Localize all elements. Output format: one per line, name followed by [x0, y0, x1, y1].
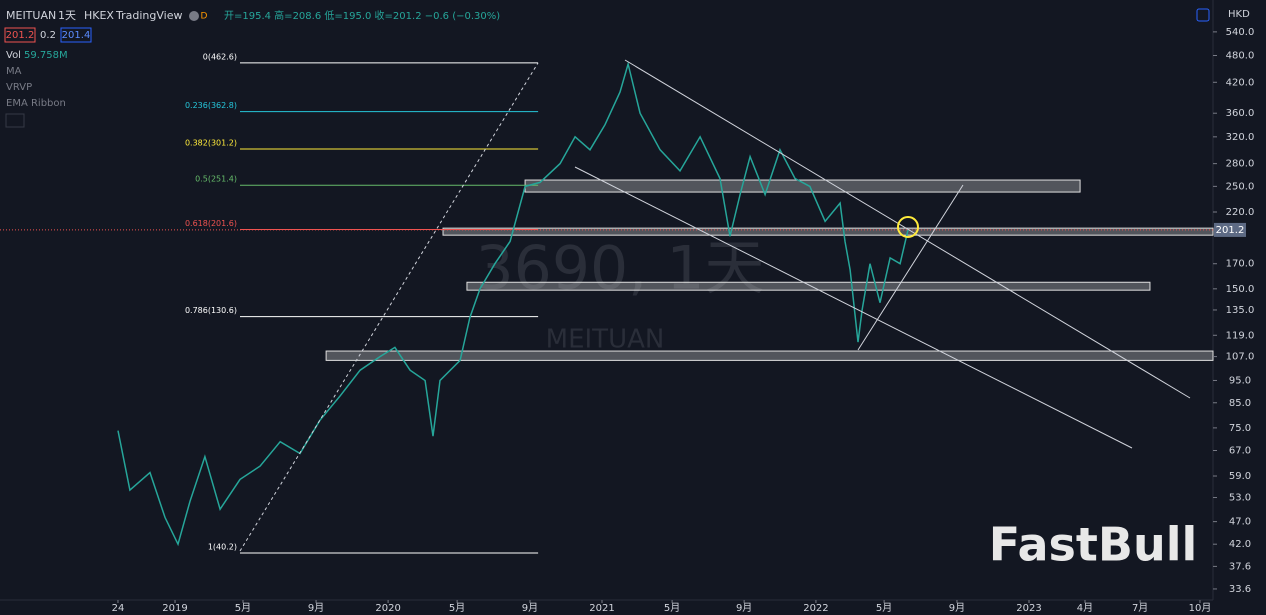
y-tick-label: 135.0	[1226, 305, 1255, 316]
y-tick-label: 119.0	[1226, 330, 1255, 341]
y-tick-label: 150.0	[1226, 284, 1255, 295]
y-tick-label: 280.0	[1226, 159, 1255, 170]
y-tick-label: 67.0	[1229, 446, 1251, 457]
indicator[interactable]: VRVP	[6, 82, 32, 93]
spread: 0.2	[40, 30, 56, 41]
x-tick-label: 2023	[1016, 603, 1041, 614]
currency[interactable]: HKD	[1228, 9, 1250, 20]
brand: FastBull	[989, 518, 1197, 572]
x-tick-label: 9月	[736, 602, 752, 614]
status-dot	[189, 11, 199, 21]
highlight-circle	[897, 216, 919, 238]
exchange: HKEX	[84, 9, 114, 22]
watermark-sub: MEITUAN	[546, 325, 665, 355]
y-tick-label: 59.0	[1229, 471, 1251, 482]
fib-label: 0.236(362.8)	[185, 101, 237, 110]
settings-icon[interactable]	[1196, 8, 1210, 22]
y-tick-label: 33.6	[1229, 584, 1251, 595]
trend-line	[574, 166, 1133, 449]
trend-line	[857, 184, 964, 351]
x-tick-label: 5月	[235, 602, 251, 614]
fib-label: 0.5(251.4)	[195, 175, 237, 184]
y-tick-label: 107.0	[1226, 352, 1255, 363]
ask-box[interactable]	[60, 27, 92, 43]
x-tick-label: 2019	[162, 603, 187, 614]
x-tick-label: 5月	[664, 602, 680, 614]
y-tick-label: 320.0	[1226, 132, 1255, 143]
fib-label: 1(40.2)	[208, 542, 237, 551]
fib-trend	[239, 62, 539, 552]
x-tick-label: 2022	[803, 603, 828, 614]
fib-label: 0.618(201.6)	[185, 219, 237, 228]
fib-label: 0.382(301.2)	[185, 138, 237, 147]
indicator[interactable]: EMA Ribbon	[6, 98, 66, 109]
x-tick-label: 5月	[876, 602, 892, 614]
volume-value: 59.758M	[24, 50, 68, 61]
volume-label: Vol	[6, 50, 21, 61]
fib-label: 0.786(130.6)	[185, 306, 237, 315]
x-tick-label: 2021	[589, 603, 614, 614]
y-tick-label: 540.0	[1226, 27, 1255, 38]
price-zone	[466, 281, 1151, 291]
last-price-label: 201.2	[1216, 225, 1245, 236]
x-tick-label: 24	[112, 603, 125, 614]
last-price-tag	[1214, 222, 1246, 237]
y-tick-label: 42.0	[1229, 539, 1251, 550]
y-tick-label: 47.0	[1229, 517, 1251, 528]
x-tick-label: 9月	[522, 602, 538, 614]
fib-label: 0(462.6)	[203, 52, 237, 61]
x-tick-label: 9月	[308, 602, 324, 614]
y-tick-label: 220.0	[1226, 207, 1255, 218]
bid[interactable]: 201.2	[6, 30, 35, 41]
x-tick-label: 4月	[1077, 602, 1093, 614]
indicator[interactable]: MA	[6, 66, 22, 77]
symbol[interactable]: MEITUAN	[6, 9, 56, 22]
ohlc: 开=195.4 高=208.6 低=195.0 收=201.2 −0.6 (−0…	[224, 9, 500, 22]
y-tick-label: 75.0	[1229, 423, 1251, 434]
y-tick-label: 360.0	[1226, 108, 1255, 119]
y-tick-label: 53.0	[1229, 493, 1251, 504]
ask[interactable]: 201.4	[62, 30, 91, 41]
interval[interactable]: 1天	[58, 9, 76, 22]
bid-box[interactable]	[4, 27, 36, 43]
y-tick-label: 250.0	[1226, 181, 1255, 192]
collapse-button[interactable]	[5, 113, 25, 128]
source: TradingView	[115, 9, 182, 22]
y-tick-label: 85.0	[1229, 398, 1251, 409]
trend-line	[624, 59, 1191, 399]
price-zone	[442, 227, 1214, 236]
watermark: 3690, 1天	[475, 234, 764, 304]
y-tick-label: 95.0	[1229, 375, 1251, 386]
x-tick-label: 2020	[375, 603, 400, 614]
x-tick-label: 5月	[449, 602, 465, 614]
x-tick-label: 7月	[1132, 602, 1148, 614]
y-tick-label: 480.0	[1226, 51, 1255, 62]
y-tick-label: 420.0	[1226, 77, 1255, 88]
x-tick-label: 9月	[949, 602, 965, 614]
price-zone	[325, 350, 1214, 361]
plot-area: 0(462.6) 0.236(362.8) 0.382(301.2) 0.5(251.…	[0, 52, 1214, 554]
y-tick-label: 37.6	[1229, 561, 1251, 572]
badge: D	[201, 12, 208, 22]
price-line	[117, 61, 909, 547]
x-tick-label: 10月	[1189, 602, 1212, 614]
y-tick-label: 170.0	[1226, 259, 1255, 270]
